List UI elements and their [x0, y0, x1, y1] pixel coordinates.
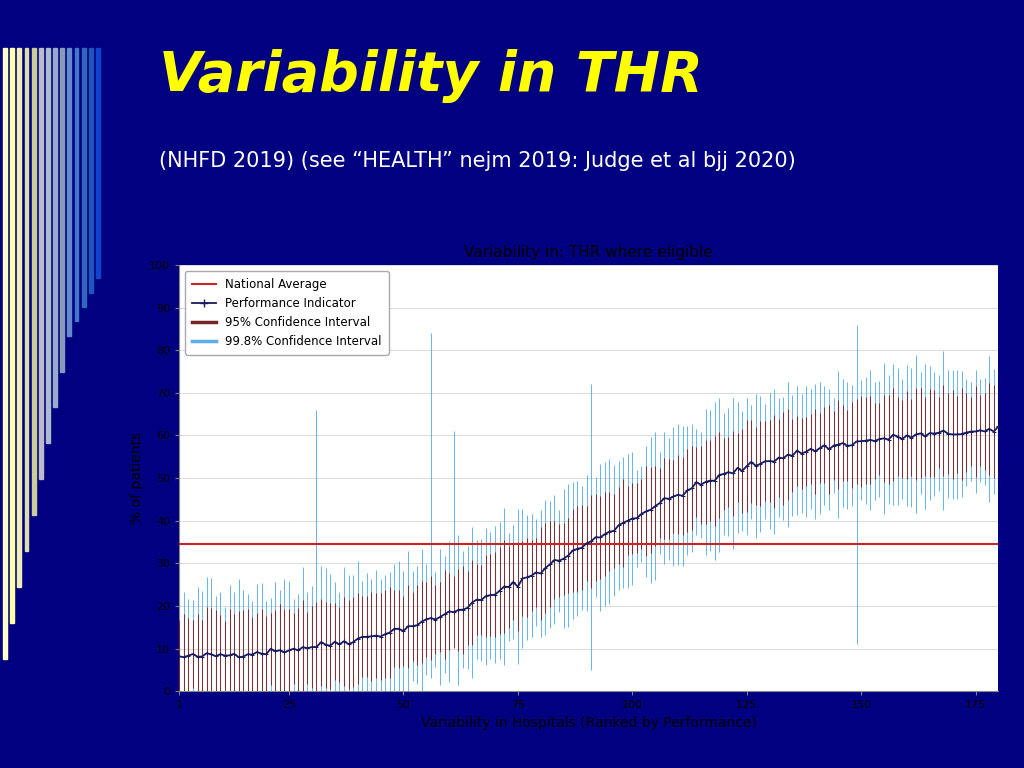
Legend: National Average, Performance Indicator, 95% Confidence Interval, 99.8% Confiden: National Average, Performance Indicator,…	[185, 271, 389, 355]
Y-axis label: % of patients: % of patients	[130, 432, 143, 524]
Bar	[68, 48, 72, 336]
Text: Variability in THR: Variability in THR	[159, 49, 702, 103]
Bar	[53, 48, 57, 408]
Bar	[60, 48, 65, 372]
Bar	[46, 48, 50, 443]
Bar	[32, 48, 36, 515]
Title: Variability in: THR where eligible: Variability in: THR where eligible	[465, 245, 713, 260]
Bar	[89, 48, 93, 293]
Text: (NHFD 2019) (see “HEALTH” nejm 2019: Judge et al bjj 2020): (NHFD 2019) (see “HEALTH” nejm 2019: Jud…	[159, 151, 796, 170]
Bar	[3, 48, 7, 659]
Bar	[75, 48, 79, 321]
X-axis label: Variability in Hospitals (Ranked by Performance): Variability in Hospitals (Ranked by Perf…	[421, 716, 757, 730]
Bar	[25, 48, 29, 551]
Bar	[10, 48, 14, 623]
Bar	[39, 48, 43, 479]
Bar	[82, 48, 86, 307]
Bar	[17, 48, 22, 587]
Bar	[96, 48, 99, 278]
